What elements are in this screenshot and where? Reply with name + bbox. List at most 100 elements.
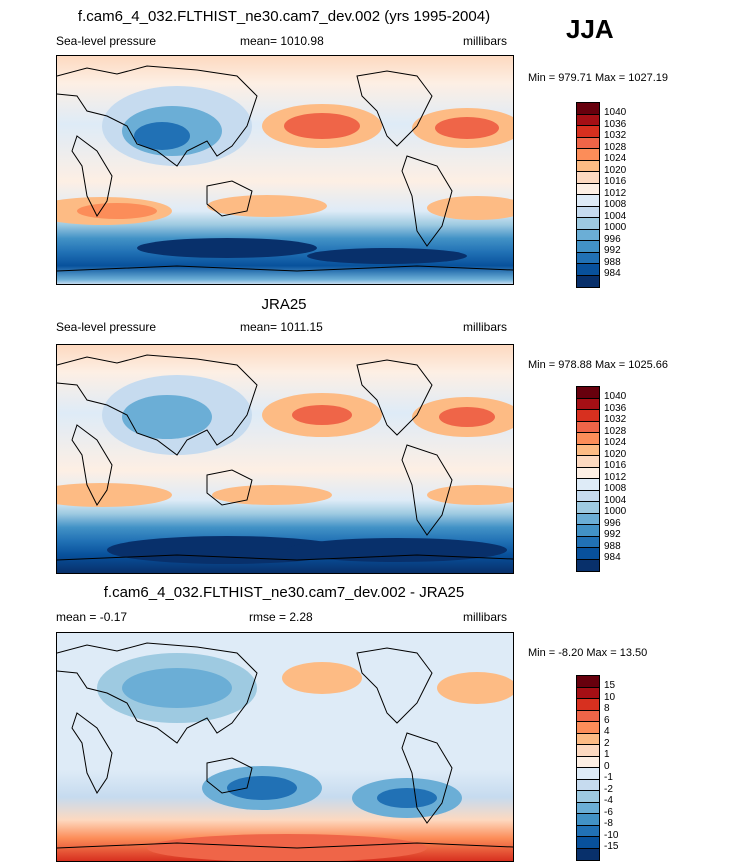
panel-1-swatch	[577, 126, 599, 138]
panel-3-swatch	[577, 745, 599, 757]
colorbar-tick-label: 1012	[604, 471, 627, 483]
panel-1-left-label: Sea-level pressure	[56, 34, 157, 48]
panel-1-swatch	[577, 275, 599, 287]
panel-2-swatch	[577, 433, 599, 445]
panel-3-swatch	[577, 802, 599, 814]
colorbar-tick-label: 6	[604, 714, 610, 726]
panel-1-colorbar	[576, 102, 600, 288]
panel-3-swatch	[577, 722, 599, 734]
panel-3-swatch	[577, 676, 599, 688]
panel-3-right-label: millibars	[463, 610, 508, 624]
colorbar-tick-label: 10	[604, 691, 616, 703]
colorbar-tick-label: 1016	[604, 460, 627, 471]
panel-1-swatch	[577, 264, 599, 276]
panel-1-center-label: mean= 1010.98	[240, 34, 324, 48]
panel-2-swatch	[577, 559, 599, 571]
panel-2-swatch	[577, 444, 599, 456]
colorbar-tick-label: 1032	[604, 130, 627, 141]
panel-2-left-label: Sea-level pressure	[56, 320, 157, 334]
colorbar-tick-label: -15	[604, 841, 619, 852]
panel-3-swatch	[577, 791, 599, 803]
colorbar-tick-label: -1	[604, 772, 613, 783]
panel-3-left-label: mean = -0.17	[56, 610, 128, 624]
panel-2-contour-field	[57, 345, 513, 573]
colorbar-tick-label: 1016	[604, 176, 627, 187]
panel-3-swatch	[577, 825, 599, 837]
colorbar-tick-label: 992	[604, 245, 621, 256]
panel-2-swatch	[577, 467, 599, 479]
colorbar-tick-label: 988	[604, 256, 621, 268]
panel-1-minmax: Min = 979.71 Max = 1027.19	[528, 72, 669, 84]
panel-1-colorbar-labels: 1040 1036 1032 1028 1024 1020 1016 1012 …	[572, 102, 632, 286]
colorbar-tick-label: 1008	[604, 483, 627, 494]
panel-3-swatch	[577, 779, 599, 791]
panel-2-swatch	[577, 456, 599, 468]
colorbar-tick-label: 984	[604, 268, 621, 279]
colorbar-tick-label: 1040	[604, 107, 627, 118]
panel-2-swatch	[577, 513, 599, 525]
panel-2-colorbar	[576, 386, 600, 572]
panel-1-swatch	[577, 252, 599, 264]
panel-2-swatch	[577, 387, 599, 399]
panel-1-swatch	[577, 183, 599, 195]
panel-1-coastlines	[57, 65, 513, 272]
panel-3-colorbar	[576, 675, 600, 861]
panel-1-swatch	[577, 218, 599, 230]
panel-1-contour-field	[57, 56, 513, 284]
panel-1-swatch	[577, 195, 599, 207]
panel-2-swatch	[577, 421, 599, 433]
panel-3-swatch	[577, 733, 599, 745]
panel-1-swatch	[577, 241, 599, 253]
panel-2-swatch	[577, 490, 599, 502]
colorbar-tick-label: 1032	[604, 414, 627, 425]
panel-1-swatch	[577, 229, 599, 241]
colorbar-tick-label: 1036	[604, 118, 627, 130]
colorbar-tick-label: -8	[604, 818, 613, 829]
panel-2-colorbar-labels: 1040 1036 1032 1028 1024 1020 1016 1012 …	[572, 386, 632, 570]
colorbar-tick-label: -4	[604, 795, 613, 806]
panel-1-swatch	[577, 172, 599, 184]
colorbar-tick-label: 1036	[604, 402, 627, 414]
panel-2-map	[56, 344, 514, 574]
panel-3-swatch	[577, 756, 599, 768]
colorbar-tick-label: 1	[604, 749, 610, 760]
colorbar-tick-label: 988	[604, 540, 621, 552]
panel-2-coastlines	[57, 354, 513, 561]
panel-3-minmax: Min = -8.20 Max = 13.50	[528, 647, 648, 659]
panel-3-title: f.cam6_4_032.FLTHIST_ne30.cam7_dev.002 -…	[103, 584, 465, 601]
panel-3-map	[56, 632, 514, 862]
panel-3-contour-field	[57, 633, 513, 861]
panel-3-swatch	[577, 699, 599, 711]
colorbar-tick-label: 992	[604, 529, 621, 540]
colorbar-tick-label: 8	[604, 703, 610, 714]
panel-2-minmax: Min = 978.88 Max = 1025.66	[528, 359, 669, 371]
colorbar-tick-label: 1040	[604, 391, 627, 402]
colorbar-tick-label: 2	[604, 737, 610, 749]
panel-3-swatch	[577, 814, 599, 826]
panel-1-title: f.cam6_4_032.FLTHIST_ne30.cam7_dev.002 (…	[77, 8, 491, 25]
colorbar-tick-label: 1028	[604, 141, 627, 153]
colorbar-tick-label: -6	[604, 806, 613, 818]
colorbar-tick-label: 1008	[604, 199, 627, 210]
panel-1-swatch	[577, 160, 599, 172]
panel-1-swatch	[577, 103, 599, 115]
panel-2-swatch	[577, 525, 599, 537]
colorbar-tick-label: 1012	[604, 187, 627, 199]
panel-2-swatch	[577, 536, 599, 548]
panel-3-swatch	[577, 687, 599, 699]
panel-3-swatch	[577, 768, 599, 780]
colorbar-tick-label: 1024	[604, 153, 627, 164]
season-label: JJA	[566, 14, 614, 44]
panel-2-swatch	[577, 479, 599, 491]
panel-3-swatch	[577, 710, 599, 722]
colorbar-tick-label: -2	[604, 783, 613, 795]
panel-3-center-label: rmse = 2.28	[249, 610, 313, 624]
panel-3-swatch	[577, 837, 599, 849]
colorbar-tick-label: 1020	[604, 164, 627, 176]
panel-2-swatch	[577, 548, 599, 560]
panel-1-swatch	[577, 149, 599, 161]
colorbar-tick-label: 4	[604, 726, 610, 737]
panel-3-swatch	[577, 848, 599, 860]
colorbar-tick-label: 984	[604, 552, 621, 563]
colorbar-tick-label: 1028	[604, 425, 627, 437]
